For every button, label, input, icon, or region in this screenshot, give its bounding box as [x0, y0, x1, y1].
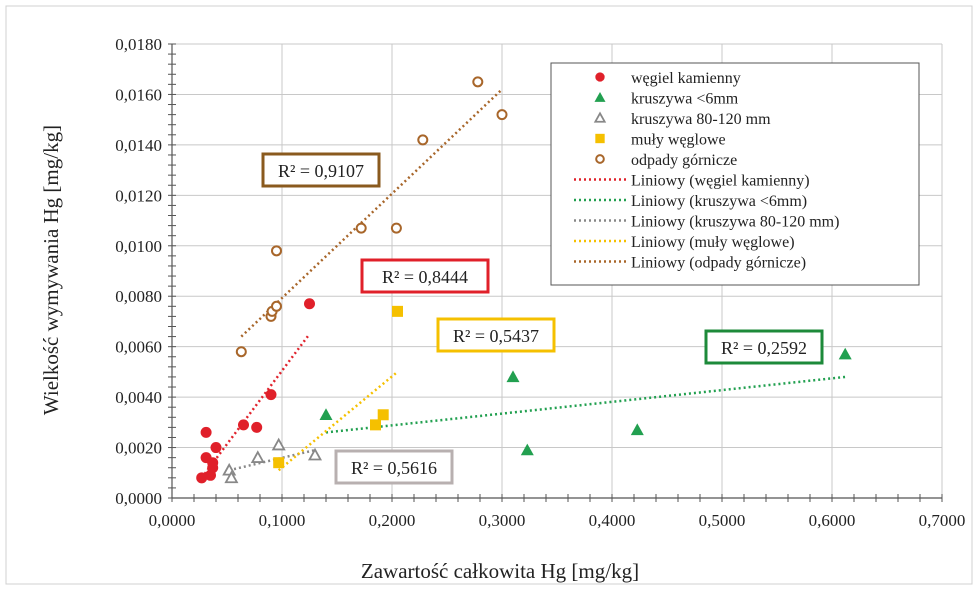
y-tick-label: 0,0140	[115, 136, 162, 155]
x-tick-label: 0,4000	[589, 511, 636, 530]
data-point	[838, 347, 852, 360]
data-points	[196, 76, 852, 484]
x-axis-title: Zawartość całkowita Hg [mg/kg]	[361, 559, 639, 583]
legend-marker	[595, 154, 605, 164]
legend-label: Liniowy (odpady górnicze)	[631, 255, 806, 272]
trendlines	[200, 88, 846, 479]
r2-labels: R² = 0,8444 R² = 0,2592 R² = 0,5616 R² = 0,…	[261, 152, 824, 485]
data-point	[304, 298, 315, 310]
legend-label: Liniowy (muły węglowe)	[631, 234, 795, 251]
trendline	[277, 370, 399, 472]
data-point	[196, 472, 208, 484]
data-point	[238, 419, 249, 431]
y-tick-label: 0,0060	[115, 338, 162, 357]
data-point	[251, 421, 263, 433]
axes: 0,0000 0,1000 0,2000 0,3000 0,4000 0,5000 0,60…	[115, 35, 965, 530]
legend-marker	[593, 111, 607, 123]
legend-label: kruszywa 80-120 mm	[631, 111, 771, 128]
y-tick-label: 0,0180	[115, 35, 162, 54]
y-tick-label: 0,0100	[115, 237, 162, 256]
data-point	[390, 222, 402, 234]
data-point	[250, 450, 265, 463]
x-tick-label: 0,3000	[479, 511, 526, 530]
legend-marker	[595, 133, 605, 144]
data-point	[520, 443, 534, 456]
legend-label: Liniowy (węgiel kamienny)	[631, 173, 810, 190]
r2-label: R² = 0,5616	[351, 458, 437, 478]
x-tick-label: 0,2000	[369, 511, 416, 530]
legend-label: kruszywa <6mm	[631, 91, 739, 108]
legend-label: muły węglowe	[631, 132, 726, 149]
x-tick-label: 0,7000	[919, 511, 966, 530]
x-tick-label: 0,0000	[149, 511, 196, 530]
r2-box	[360, 258, 490, 294]
r2-box	[436, 317, 556, 353]
r2-box	[261, 152, 381, 188]
data-point	[630, 423, 644, 436]
y-tick-label: 0,0000	[115, 489, 162, 508]
data-point	[472, 76, 484, 88]
legend-box	[550, 62, 920, 286]
r2-box	[704, 329, 824, 365]
x-tick-label: 0,5000	[699, 511, 746, 530]
r2-label: R² = 0,2592	[721, 338, 807, 358]
data-point	[271, 437, 286, 451]
legend-marker	[594, 91, 606, 102]
x-tick-label: 0,6000	[809, 511, 856, 530]
trendline	[325, 375, 846, 434]
data-point	[273, 457, 285, 469]
data-point	[200, 426, 212, 438]
data-point	[265, 389, 277, 401]
legend-label: Liniowy (kruszywa 80-120 mm)	[631, 214, 839, 231]
data-point	[224, 470, 239, 484]
r2-label: R² = 0,9107	[278, 161, 364, 181]
data-point	[235, 346, 247, 358]
y-tick-label: 0,0020	[115, 439, 162, 458]
data-point	[496, 109, 508, 121]
y-tick-label: 0,0040	[115, 388, 162, 407]
data-point	[271, 245, 282, 257]
data-point	[417, 134, 429, 146]
data-point	[207, 457, 219, 469]
x-tick-label: 0,1000	[259, 511, 306, 530]
data-point	[506, 370, 520, 383]
data-point	[210, 442, 222, 454]
data-point	[355, 222, 367, 234]
y-tick-label: 0,0080	[115, 287, 162, 306]
r2-label: R² = 0,8444	[382, 267, 468, 287]
y-tick-label: 0,0160	[115, 85, 162, 104]
y-tick-label: 0,0120	[115, 186, 162, 205]
data-point	[307, 447, 323, 461]
data-point	[370, 419, 381, 431]
data-point	[271, 300, 282, 312]
legend-marker	[595, 72, 605, 82]
data-point	[392, 305, 403, 317]
y-axis-title: Wielkość wymywania Hg [mg/kg]	[39, 125, 63, 415]
legend: węgiel kamienny kruszywa <6mm kruszywa 80-…	[550, 62, 920, 286]
legend-label: odpady górnicze	[631, 152, 737, 169]
data-point	[377, 409, 389, 421]
r2-label: R² = 0,5437	[453, 326, 539, 346]
r2-box	[334, 449, 454, 485]
legend-label: Liniowy (kruszywa <6mm)	[631, 193, 807, 210]
data-point	[319, 408, 333, 420]
legend-label: węgiel kamienny	[631, 70, 741, 87]
